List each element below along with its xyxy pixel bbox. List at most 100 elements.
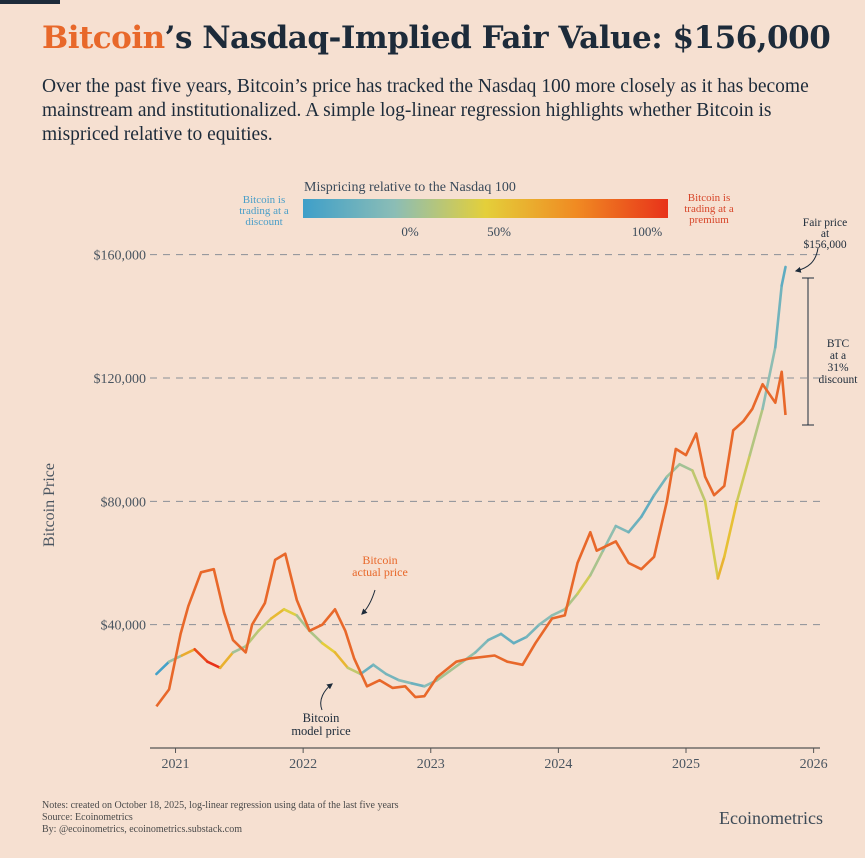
title-rest: ’s Nasdaq-Implied Fair Value: $156,000	[164, 20, 831, 56]
bitcoin-chart: Mispricing relative to the Nasdaq 100 Bi…	[41, 180, 859, 772]
model-price-segment	[735, 453, 752, 503]
source-line: Source: Ecoinometrics	[42, 812, 133, 823]
model-price-segment	[614, 524, 630, 534]
x-axis-ticks: 2021 2022 2023 2024 2025 2026	[162, 748, 828, 772]
model-price-segment	[486, 632, 503, 642]
model-price-segment	[550, 607, 567, 617]
note-line: Notes: created on October 18, 2025, log-…	[42, 800, 399, 811]
model-price-segment	[180, 647, 196, 657]
series-actual-price	[155, 370, 787, 708]
y-tick-label: $120,000	[94, 372, 147, 387]
model-price-segment	[512, 635, 528, 645]
model-price-segment	[257, 617, 273, 633]
legend-premium-line: trading at a	[684, 203, 734, 215]
model-price-segment	[652, 475, 669, 497]
y-tick-label: $160,000	[94, 249, 147, 264]
legend-ticks: 0% 50% 100%	[401, 224, 662, 239]
top-accent-bar	[0, 0, 60, 4]
legend-premium-line: Bitcoin is	[688, 192, 730, 204]
footer-notes: Notes: created on October 18, 2025, log-…	[42, 800, 399, 836]
model-price-segment	[627, 515, 643, 534]
model-price-segment	[639, 493, 656, 519]
model-price-segment	[193, 647, 209, 664]
fair-price-text: at	[821, 228, 830, 240]
x-tick-label: 2022	[289, 757, 317, 772]
model-price-segment	[499, 632, 516, 645]
model-price-segment	[384, 672, 401, 682]
fair-price-text: $156,000	[803, 238, 846, 251]
y-tick-label: $80,000	[101, 495, 147, 510]
brand-name: Ecoinometrics	[719, 808, 823, 828]
legend: Mispricing relative to the Nasdaq 100 Bi…	[239, 180, 734, 239]
x-tick-label: 2024	[544, 757, 572, 772]
x-tick-label: 2023	[417, 757, 445, 772]
legend-tick-label: 0%	[401, 224, 419, 239]
model-price-segment	[691, 469, 707, 503]
model-price-segment	[410, 681, 426, 688]
discount-bracket	[802, 277, 814, 426]
subtitle: Over the past five years, Bitcoin’s pric…	[42, 76, 809, 145]
model-price-segment	[678, 462, 694, 472]
model-price-segment	[333, 651, 350, 670]
model-price-segment	[537, 614, 554, 627]
model-price-segment	[588, 549, 605, 577]
legend-discount-line: trading at a	[239, 205, 289, 217]
model-price-segment	[231, 644, 247, 654]
model-price-segment	[525, 623, 541, 639]
series-model-price	[155, 265, 787, 688]
model-price-segment	[474, 638, 490, 654]
legend-gradient-bar	[303, 199, 668, 218]
actual-price-arrow	[361, 589, 376, 615]
discount-text: BTC	[827, 338, 850, 350]
model-price-segment	[359, 663, 375, 676]
discount-text: 31%	[827, 362, 849, 374]
model-price-text: Bitcoin	[303, 711, 341, 725]
page-title: Bitcoin’s Nasdaq-Implied Fair Value: $15…	[42, 20, 831, 56]
model-price-segment	[218, 651, 235, 670]
model-price-segment	[155, 660, 171, 676]
byline: By: @ecoinometrics, ecoinometrics.substa…	[42, 824, 242, 835]
model-price-segment	[576, 573, 592, 596]
fair-price-arrow	[794, 247, 819, 273]
model-price-segment	[206, 660, 222, 670]
discount-text: at a	[830, 350, 846, 362]
legend-discount-line: Bitcoin is	[243, 194, 285, 206]
discount-text: discount	[819, 374, 859, 386]
model-price-segment	[773, 284, 784, 349]
model-price-segment	[722, 499, 739, 559]
model-price-segment	[703, 499, 720, 580]
actual-price-text: Bitcoin	[362, 553, 397, 567]
model-price-segment	[308, 629, 324, 645]
model-price-segment	[716, 555, 726, 580]
legend-premium-line: premium	[689, 214, 729, 226]
title-accent: Bitcoin	[42, 20, 165, 56]
model-price-segment	[346, 666, 362, 676]
legend-title: Mispricing relative to the Nasdaq 100	[304, 180, 516, 195]
legend-discount-line: discount	[245, 216, 282, 228]
model-price-segment	[397, 678, 413, 685]
x-tick-label: 2021	[162, 757, 190, 772]
y-axis-ticks: $40,000 $80,000 $120,000 $160,000	[94, 249, 147, 634]
model-price-text: model price	[291, 724, 351, 738]
actual-price-text: actual price	[352, 565, 408, 579]
model-price-segment	[435, 669, 452, 682]
model-price-arrow	[320, 683, 333, 711]
model-price-segment	[320, 641, 337, 654]
model-price-segment	[748, 407, 764, 457]
y-axis-label: Bitcoin Price	[41, 463, 58, 547]
model-price-segment	[269, 607, 286, 620]
model-price-segment	[371, 663, 388, 676]
x-tick-label: 2026	[800, 757, 828, 772]
model-price-segment	[761, 345, 777, 411]
fair-price-text: Fair price	[803, 217, 847, 229]
model-price-segment	[780, 265, 787, 287]
y-tick-label: $40,000	[101, 619, 147, 634]
x-tick-label: 2025	[672, 757, 700, 772]
model-price-segment	[448, 660, 465, 673]
